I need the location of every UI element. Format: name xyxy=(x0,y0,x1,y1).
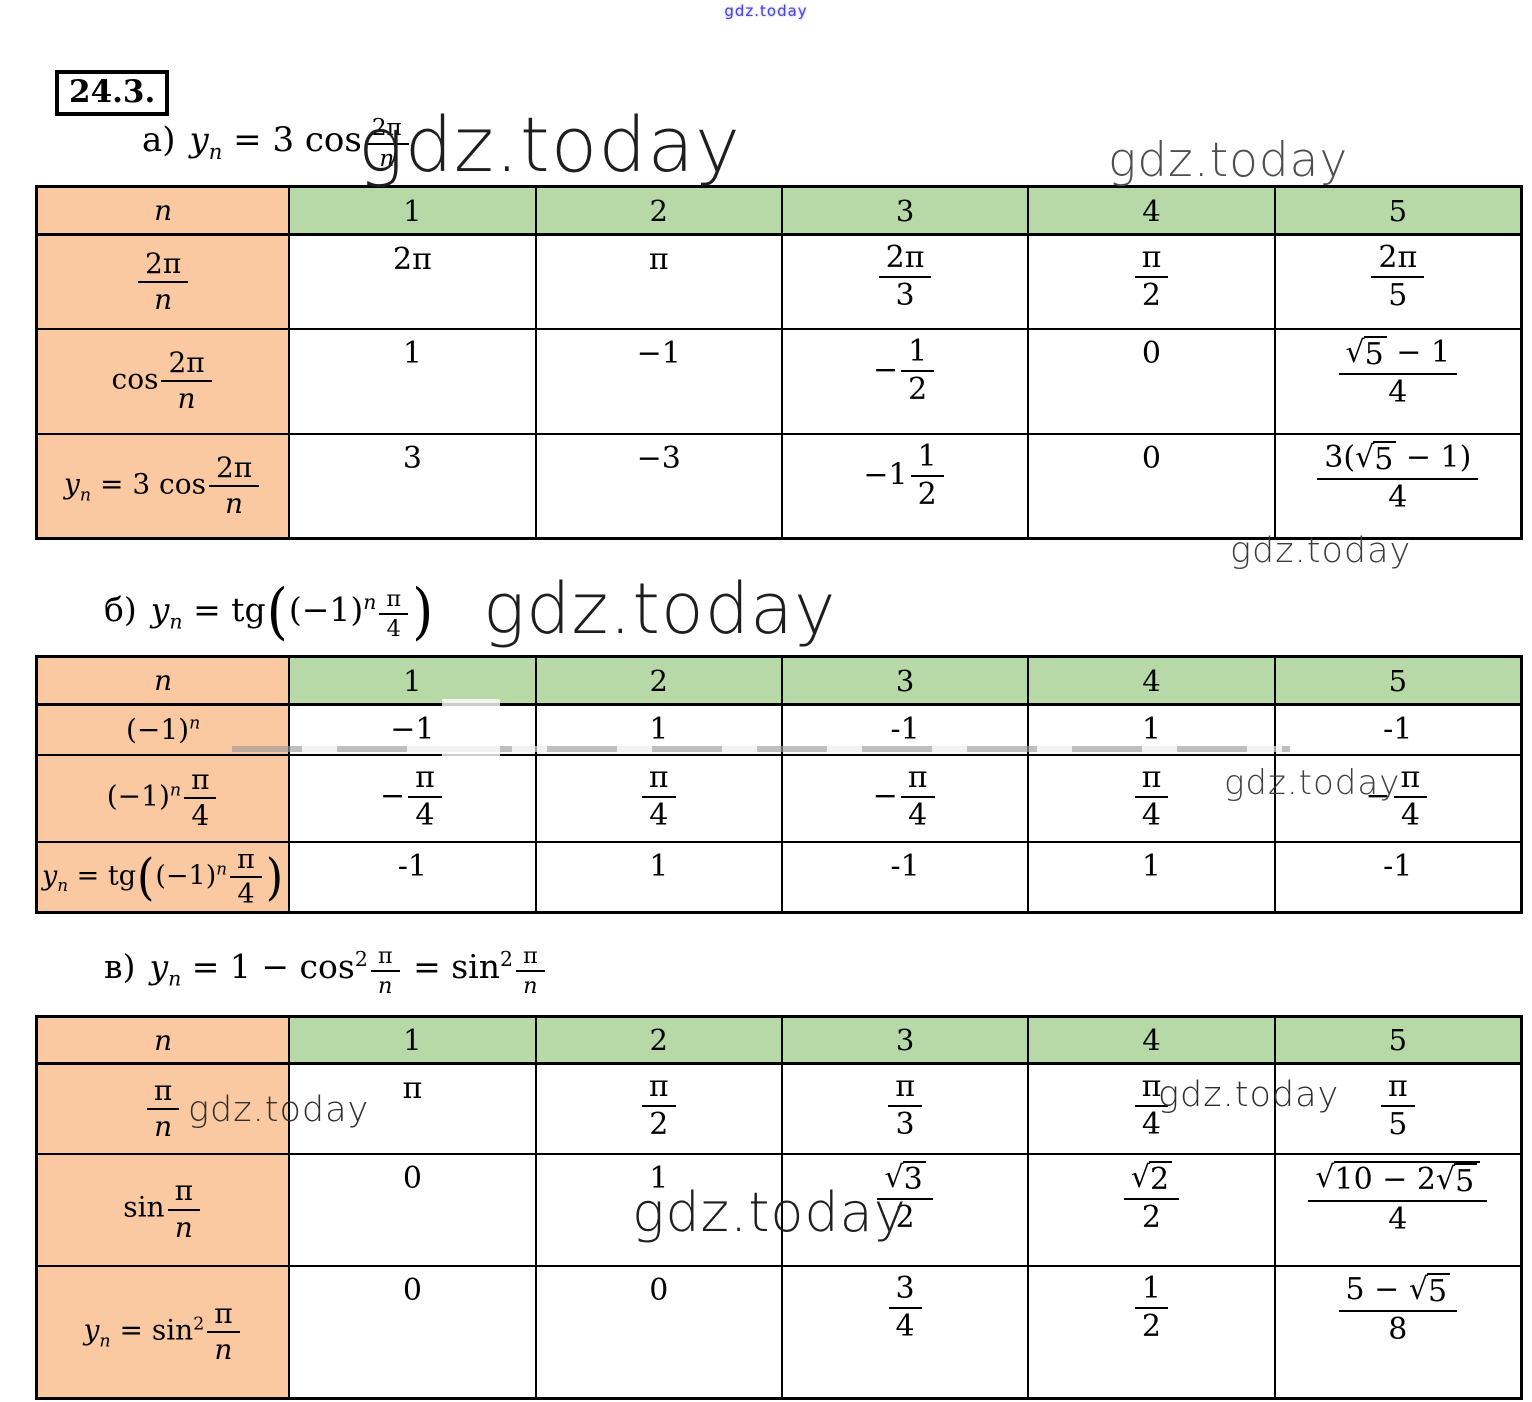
value-cell: 0 xyxy=(1027,327,1276,435)
value-cell: 2π 3 xyxy=(780,233,1030,330)
formula-a: а) yn = 3 cos 2π n xyxy=(142,114,412,171)
value-cell: 1 xyxy=(1027,840,1276,914)
corner-header: n xyxy=(35,185,291,236)
row-label: yn = sin2 π n xyxy=(35,1264,291,1400)
row-label: sin π n xyxy=(35,1152,291,1267)
row-label: cos 2π n xyxy=(35,327,291,435)
col-header: 4 xyxy=(1027,185,1276,236)
formula-b: б) yn = tg((−1)n π 4) xyxy=(104,575,434,648)
value-cell: 0 xyxy=(1027,432,1276,540)
value-cell: −1 xyxy=(534,327,783,435)
table-c: n 1 2 3 4 5 π n π π 2 π 3 π 4 π 5 sin π n 0 1 √ 3 2 √ 2 2 √ 10 − 2 √ 5 4… xyxy=(35,1015,1523,1400)
value-cell: 1 xyxy=(534,1152,783,1267)
value-cell: -1 xyxy=(1273,703,1523,756)
col-header: 2 xyxy=(534,655,783,706)
value-cell: √ 10 − 2 √ 5 4 xyxy=(1273,1152,1523,1267)
section-letter-c: в) xyxy=(104,947,136,987)
value-cell: π xyxy=(288,1062,537,1155)
value-cell: −3 xyxy=(534,432,783,540)
watermark: gdz.today xyxy=(358,100,741,189)
value-cell: √ 2 2 xyxy=(1027,1152,1276,1267)
row-label: (−1)n xyxy=(35,703,291,756)
value-cell: -1 xyxy=(1273,840,1523,914)
value-cell: 2π xyxy=(288,233,537,330)
value-cell: 2π 5 xyxy=(1273,233,1523,330)
col-header: 3 xyxy=(780,655,1030,706)
value-cell: -1 xyxy=(780,840,1030,914)
corner-header: n xyxy=(35,655,291,706)
section-letter-a: а) xyxy=(142,119,176,160)
value-cell: 5 − √ 5 8 xyxy=(1273,1264,1523,1400)
value-cell: −1 2 xyxy=(780,327,1030,435)
formula-expression-c: yn = 1 − cos2 π n = sin2 π n xyxy=(149,944,547,998)
value-cell: -1 xyxy=(288,840,537,914)
value-cell: − π 4 xyxy=(1273,753,1523,843)
col-header: 4 xyxy=(1027,655,1276,706)
col-header: 5 xyxy=(1273,1015,1523,1065)
value-cell: 0 xyxy=(534,1264,783,1400)
col-header: 1 xyxy=(288,185,537,236)
formula-c: в) yn = 1 − cos2 π n = sin2 π n xyxy=(104,942,548,998)
value-cell: 3 xyxy=(288,432,537,540)
table-b: n 1 2 3 4 5 (−1)n −1 1 -1 1 -1 (−1)n π 4− π 4 π 4− π 4 π 4− π 4 y… xyxy=(35,655,1523,914)
formula-expression-a: yn = 3 cos 2π n xyxy=(190,116,412,171)
site-link[interactable]: gdz.today xyxy=(724,2,808,20)
value-cell: −1 1 2 xyxy=(780,432,1030,540)
row-label: yn = tg((−1)n π 4) xyxy=(35,840,291,914)
col-header: 5 xyxy=(1273,185,1523,236)
value-cell: − π 4 xyxy=(780,753,1030,843)
artifact-streak xyxy=(232,746,1290,752)
col-header: 1 xyxy=(288,655,537,706)
value-cell: 1 xyxy=(288,327,537,435)
col-header: 3 xyxy=(780,185,1030,236)
value-cell: 3(√ 5 − 1) 4 xyxy=(1273,432,1523,540)
value-cell: − π 4 xyxy=(288,753,537,843)
value-cell: π xyxy=(534,233,783,330)
col-header: 5 xyxy=(1273,655,1523,706)
row-label: 2π n xyxy=(35,233,291,330)
watermark: gdz.today xyxy=(1108,133,1349,188)
formula-expression-b: yn = tg((−1)n π 4) xyxy=(150,575,434,648)
problem-number-badge: 24.3. xyxy=(55,70,170,117)
col-header: 2 xyxy=(534,185,783,236)
watermark: gdz.today xyxy=(483,568,837,650)
value-cell: 1 xyxy=(534,840,783,914)
col-header: 1 xyxy=(288,1015,537,1065)
section-letter-b: б) xyxy=(104,590,137,630)
row-label: (−1)n π 4 xyxy=(35,753,291,843)
artifact-blotch xyxy=(442,699,500,761)
value-cell: 0 xyxy=(288,1264,537,1400)
corner-header: n xyxy=(35,1015,291,1065)
col-header: 2 xyxy=(534,1015,783,1065)
row-label: yn = 3 cos 2π n xyxy=(35,432,291,540)
value-cell: √ 3 2 xyxy=(780,1152,1030,1267)
col-header: 3 xyxy=(780,1015,1030,1065)
col-header: 4 xyxy=(1027,1015,1276,1065)
value-cell: 0 xyxy=(288,1152,537,1267)
